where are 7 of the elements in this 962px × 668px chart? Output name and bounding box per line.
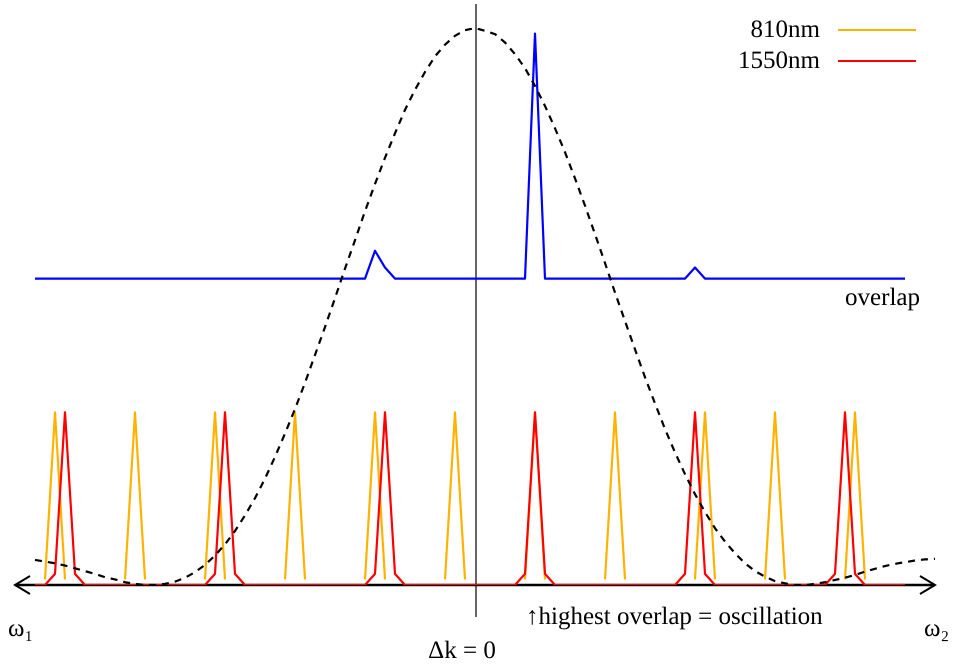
annotation: overlap <box>845 284 920 311</box>
text: Δk = 0 <box>428 637 496 664</box>
text: ↑highest overlap = oscillation <box>526 603 824 630</box>
text: ω₁ <box>8 615 34 642</box>
legend-label: 810nm <box>750 15 820 45</box>
legend-label: 1550nm <box>738 46 820 76</box>
text: ω₂ <box>924 615 950 642</box>
